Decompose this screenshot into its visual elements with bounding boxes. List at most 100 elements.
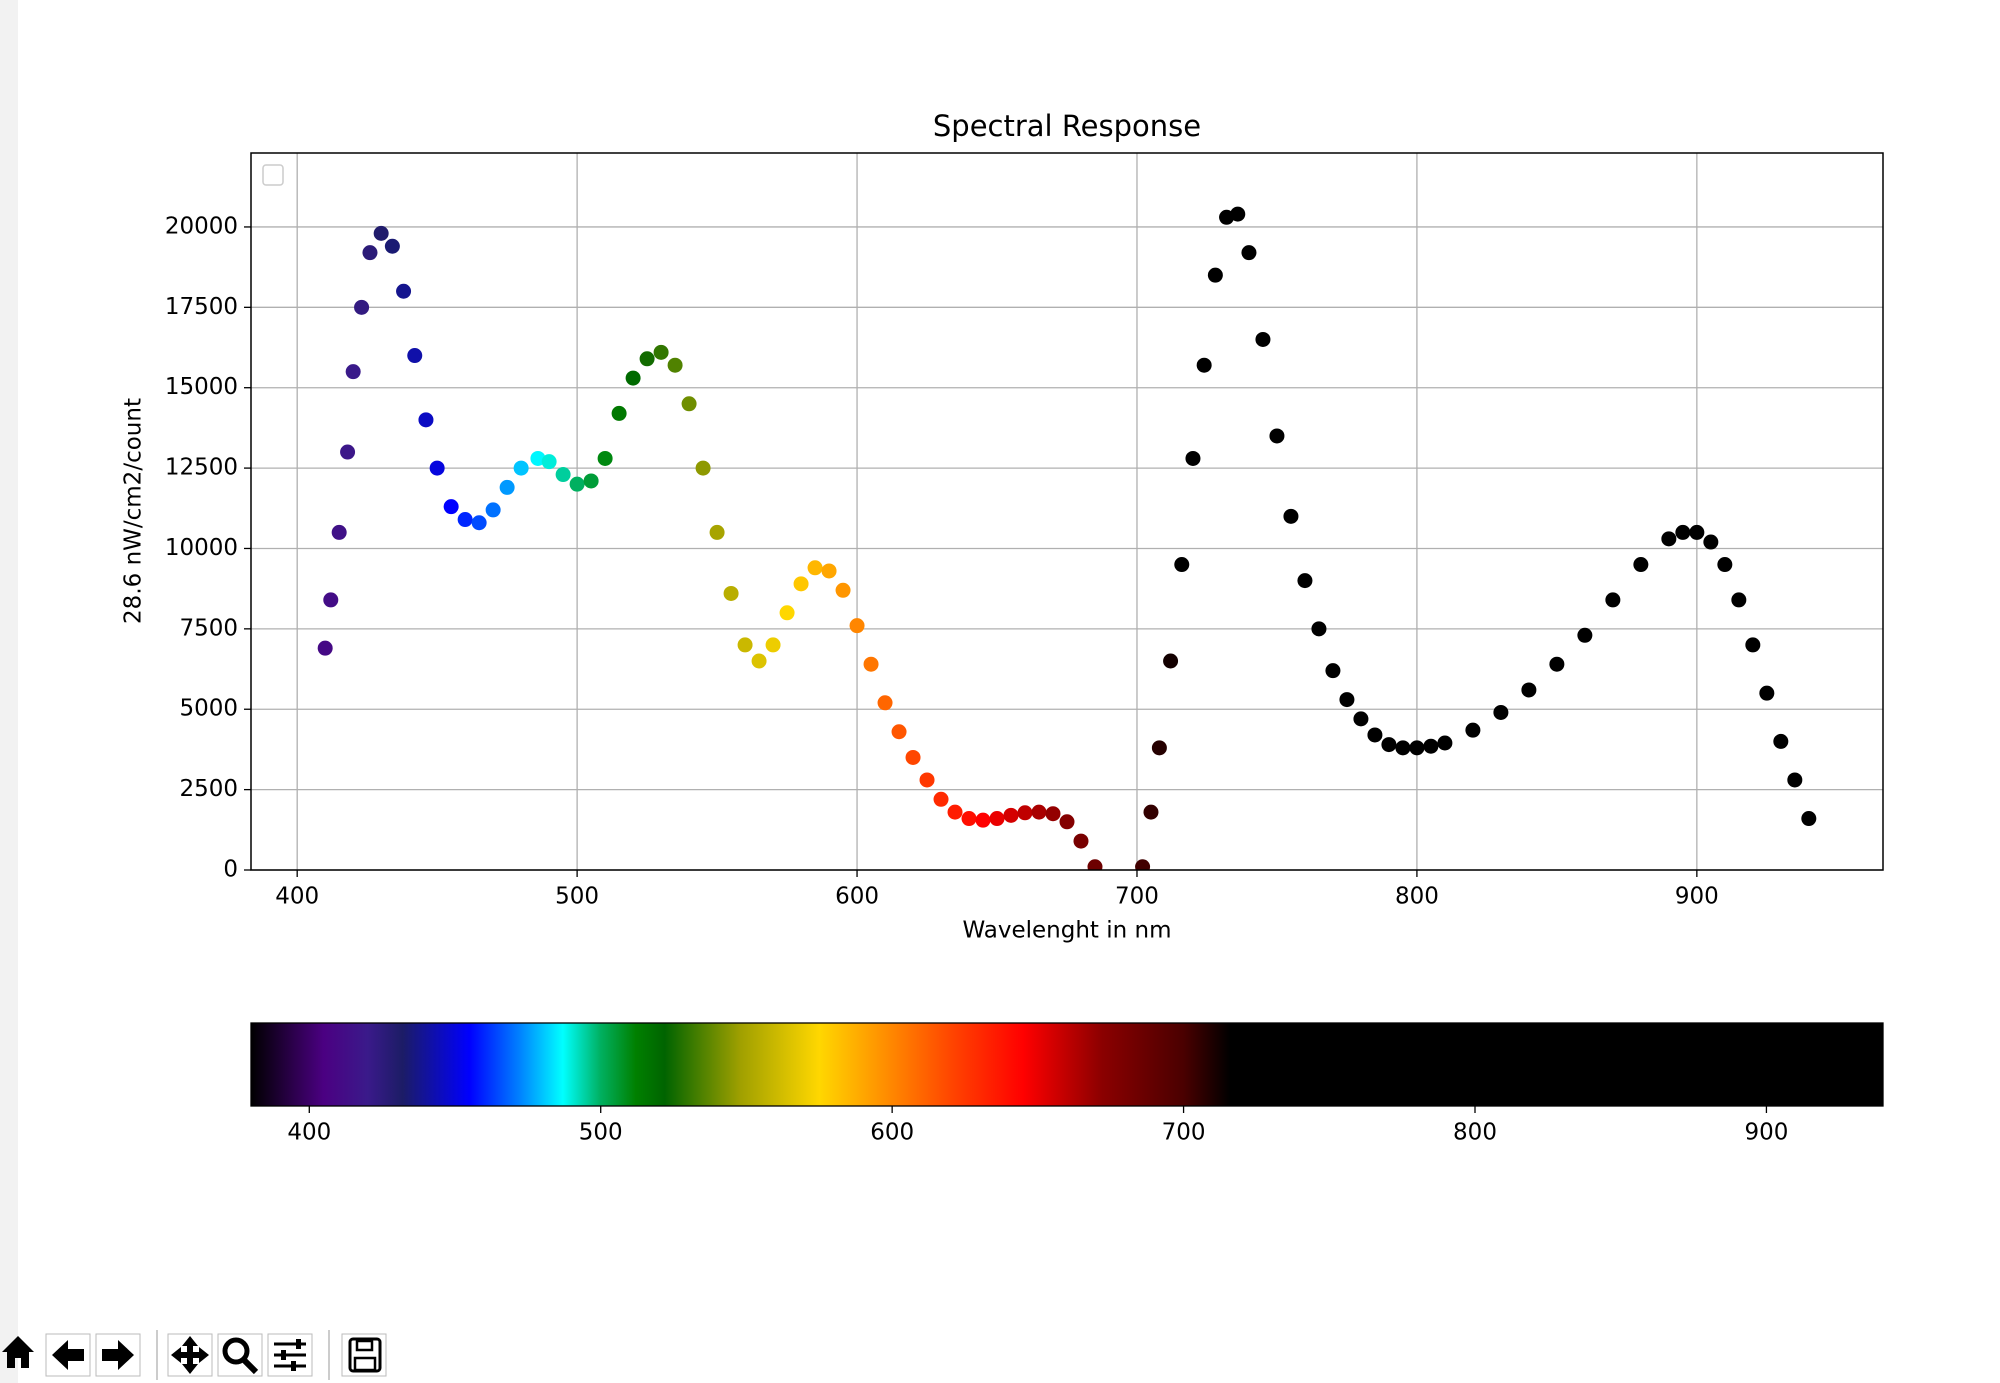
zoom-button[interactable] (217, 1333, 263, 1377)
scatter-point (1151, 740, 1167, 756)
scatter-point (1787, 772, 1803, 788)
scatter-point (1731, 592, 1747, 608)
window-edge (0, 0, 18, 1383)
home-button[interactable] (2, 1336, 34, 1368)
scatter-point (362, 245, 378, 261)
scatter-point (1549, 656, 1565, 672)
scatter-point (933, 791, 949, 807)
scatter-point (513, 460, 529, 476)
scatter-point (709, 524, 725, 540)
scatter-point (1045, 806, 1061, 822)
y-tick-label: 10000 (165, 535, 238, 561)
scatter-point (947, 804, 963, 820)
y-tick-label: 0 (223, 857, 238, 883)
scatter-point (1297, 573, 1313, 589)
y-tick-label: 17500 (165, 294, 238, 320)
scatter-point (989, 811, 1005, 827)
back-button[interactable] (45, 1333, 91, 1377)
scatter-point (555, 467, 571, 483)
scatter-point (863, 656, 879, 672)
x-tick-label: 600 (835, 884, 879, 910)
scatter-point (407, 348, 423, 364)
chart-title: Spectral Response (933, 109, 1201, 143)
scatter-point (443, 499, 459, 515)
save-button[interactable] (341, 1333, 387, 1377)
plot-frame (250, 152, 1884, 871)
colorbar-tick-label: 500 (579, 1120, 623, 1146)
scatter-point (345, 364, 361, 380)
scatter-point (1633, 557, 1649, 573)
scatter-point (317, 640, 333, 656)
colorbar-tick-label: 900 (1744, 1120, 1788, 1146)
scatter-point (1185, 450, 1201, 466)
scatter-point (1196, 357, 1212, 373)
scatter-points (317, 206, 1817, 870)
colorbar-tick-label: 800 (1453, 1120, 1497, 1146)
scatter-point (1353, 711, 1369, 727)
scatter-point (891, 724, 907, 740)
scatter-point (1395, 740, 1411, 756)
y-tick-label: 2500 (179, 776, 238, 802)
scatter-point (418, 412, 434, 428)
configure-button[interactable] (267, 1333, 313, 1377)
scatter-point (354, 299, 370, 315)
x-tick-label: 400 (275, 884, 319, 910)
scatter-point (877, 695, 893, 711)
scatter-point (1031, 804, 1047, 820)
scatter-point (331, 524, 347, 540)
scatter-point (323, 592, 339, 608)
scatter-point (723, 585, 739, 601)
scatter-point (485, 502, 501, 518)
scatter-point (1017, 805, 1033, 821)
scatter-point (1745, 637, 1761, 653)
scatter-point (1174, 557, 1190, 573)
scatter-point (1381, 737, 1397, 753)
scatter-point (597, 450, 613, 466)
scatter-point (1689, 524, 1705, 540)
scatter-point (1311, 621, 1327, 637)
scatter-point (1423, 738, 1439, 754)
scatter-point (499, 479, 515, 495)
scatter-point (1163, 653, 1179, 669)
scatter-point (681, 396, 697, 412)
colorbar-band (250, 1022, 1884, 1107)
scatter-point (821, 563, 837, 579)
scatter-point (779, 605, 795, 621)
scatter-point (1675, 524, 1691, 540)
scatter-point (793, 576, 809, 592)
scatter-point (1577, 627, 1593, 643)
forward-button[interactable] (95, 1333, 141, 1377)
scatter-point (429, 460, 445, 476)
scatter-point (541, 454, 557, 470)
colorbar-tick-label: 400 (287, 1120, 331, 1146)
scatter-point (1605, 592, 1621, 608)
y-axis-label: 28.6 nW/cm2/count (121, 398, 147, 624)
scatter-point (1230, 206, 1246, 222)
scatter-point (737, 637, 753, 653)
scatter-point (471, 515, 487, 531)
scatter-point (1759, 685, 1775, 701)
colorbar-tick-label: 700 (1162, 1120, 1206, 1146)
scatter-point (667, 357, 683, 373)
scatter-point (583, 473, 599, 489)
scatter-point (1143, 804, 1159, 820)
scatter-point (919, 772, 935, 788)
scatter-point (1269, 428, 1285, 444)
y-tick-label: 12500 (165, 455, 238, 481)
scatter-point (1661, 531, 1677, 547)
scatter-point (1207, 267, 1223, 283)
scatter-point (1325, 663, 1341, 679)
scatter-point (849, 618, 865, 634)
scatter-point (639, 351, 655, 367)
scatter-point (340, 444, 356, 460)
scatter-point (457, 512, 473, 528)
scatter-point (653, 344, 669, 360)
scatter-point (1773, 733, 1789, 749)
scatter-point (1059, 814, 1075, 830)
y-tick-label: 15000 (165, 374, 238, 400)
scatter-point (1493, 704, 1509, 720)
pan-button[interactable] (167, 1333, 213, 1377)
colorbar-tick-label: 600 (870, 1120, 914, 1146)
scatter-point (1135, 859, 1151, 870)
